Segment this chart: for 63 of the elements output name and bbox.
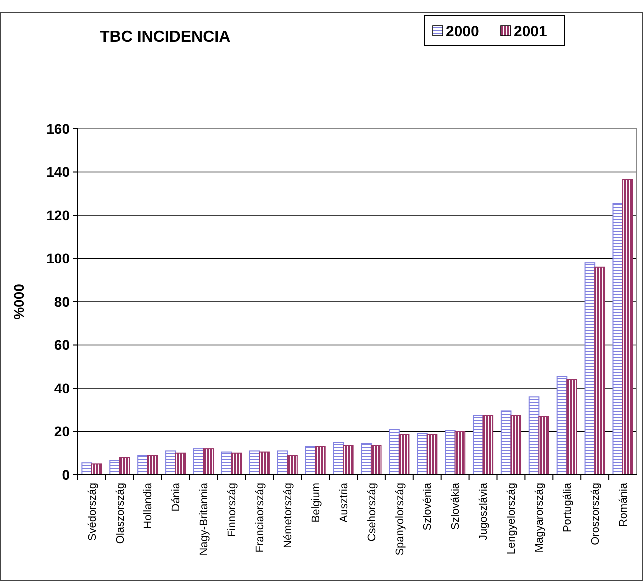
bar [510, 415, 522, 476]
bar [389, 429, 400, 476]
x-tick-label: Belgium [310, 483, 322, 523]
x-tick-label: Szlovénia [422, 482, 434, 531]
bar [203, 448, 214, 476]
y-tick-label: 100 [46, 250, 70, 267]
bar [528, 396, 540, 476]
bar [566, 379, 578, 476]
bar [147, 455, 158, 476]
bar [259, 452, 270, 476]
bar [231, 452, 242, 476]
y-tick-label: 40 [54, 380, 70, 396]
x-tick-label: Románia [618, 482, 630, 528]
bar [333, 442, 344, 476]
bar [315, 446, 326, 476]
x-tick-label: Oroszország [590, 483, 602, 546]
y-tick-label: 140 [46, 164, 70, 180]
bar [454, 431, 466, 476]
x-tick-label: Szlovákia [450, 482, 462, 530]
bar [482, 415, 494, 476]
y-axis-title: %000 [11, 284, 27, 320]
bar [622, 179, 634, 476]
bar [175, 452, 186, 476]
bar [594, 266, 606, 476]
x-tick-label: Németország [282, 483, 294, 548]
y-tick-label: 0 [62, 466, 70, 483]
y-tick-label: 80 [54, 294, 70, 310]
x-tick-label: Jugoszlávia [478, 482, 490, 540]
bar [612, 203, 624, 476]
y-tick-label: 120 [46, 207, 70, 224]
x-tick-label: Svédország [86, 483, 99, 542]
x-tick-label: Magyarország [534, 483, 546, 553]
x-tick-label: Olaszország [114, 483, 127, 544]
x-tick-label: Spanyolország [394, 483, 406, 556]
bar [91, 464, 102, 476]
x-tick-label: Lengyelország [506, 483, 518, 555]
bar [445, 430, 456, 476]
y-tick-label: 20 [54, 424, 70, 440]
bar [417, 433, 428, 476]
y-tick-label: 160 [46, 120, 70, 137]
y-tick-label: 60 [54, 337, 70, 354]
x-tick-label: Franciaország [254, 483, 267, 553]
bar [343, 445, 354, 476]
x-tick-label: Nagy-Britannia [198, 482, 211, 556]
bar [361, 443, 372, 476]
bar [287, 455, 298, 476]
bar [538, 416, 550, 476]
x-tick-label: Ausztria [338, 482, 350, 523]
bar [193, 448, 204, 476]
x-tick-label: Csehország [366, 483, 378, 542]
bar [119, 457, 130, 476]
bar [426, 434, 438, 476]
x-tick-label: Dánia [170, 482, 183, 512]
x-tick-label: Portugália [562, 482, 574, 533]
x-tick-label: Finnország [226, 483, 239, 538]
bar [398, 434, 410, 476]
x-tick-label: Hollandia [142, 482, 155, 529]
chart-title: TBC INCIDENCIA [100, 29, 232, 46]
legend-label: 2001 [514, 23, 548, 40]
bar [370, 445, 382, 476]
bar [472, 415, 484, 476]
bar [166, 450, 176, 476]
legend-label: 2000 [446, 23, 480, 40]
